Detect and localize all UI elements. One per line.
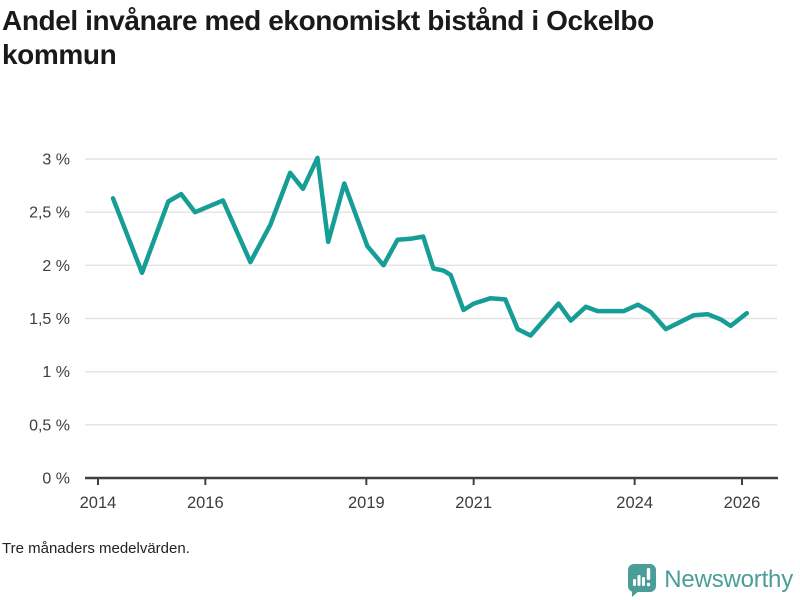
bar-icon-medium <box>642 576 646 586</box>
x-tick-label: 2016 <box>187 494 224 512</box>
data-line <box>110 155 750 338</box>
y-tick-label: 2 % <box>42 258 70 275</box>
y-tick-label: 3 % <box>42 152 70 169</box>
y-tick-label: 1 % <box>42 364 70 381</box>
line-chart-canvas: 0 % 0,5 % 1 % 1,5 % 2 % 2,5 % 3 % 2014 2016 2019 2… <box>29 152 778 512</box>
x-tick-label: 2014 <box>80 494 117 512</box>
x-tick-label: 2019 <box>348 494 385 512</box>
brand-name: Newsworthy <box>664 566 793 593</box>
footnote: Tre månaders medelvärden. <box>2 540 190 557</box>
x-tick-label: 2021 <box>455 494 492 512</box>
exclamation-dot-icon <box>647 582 651 586</box>
speech-bubble-tail <box>632 588 642 597</box>
x-tick-label: 2024 <box>616 494 653 512</box>
y-tick-label: 2,5 % <box>29 205 70 222</box>
bar-icon-tall <box>637 574 641 586</box>
y-tick-label: 0,5 % <box>29 417 70 434</box>
page-title: Andel invånare med ekonomiskt bistånd i … <box>2 5 654 71</box>
newsworthy-logo: Newsworthy <box>628 562 793 598</box>
x-tick-label: 2026 <box>724 494 761 512</box>
y-tick-label: 0 % <box>42 471 70 488</box>
bar-icon-small <box>633 578 637 586</box>
exclamation-bar-icon <box>647 567 651 580</box>
y-tick-label: 1,5 % <box>29 311 70 328</box>
newsworthy-speech-bubble-bars-icon <box>628 563 657 597</box>
